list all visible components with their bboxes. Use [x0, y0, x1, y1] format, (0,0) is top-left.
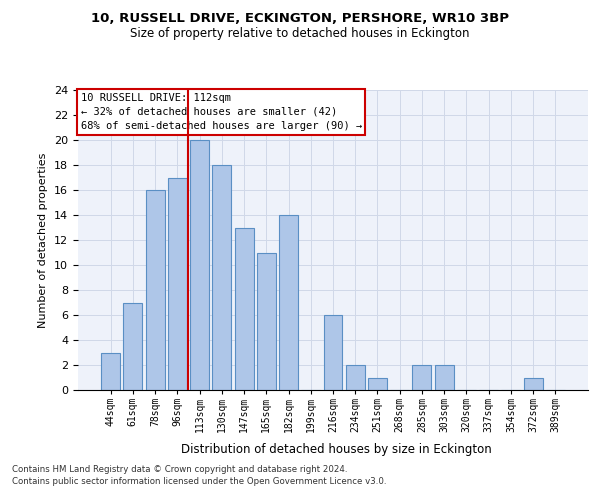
Bar	[235, 228, 254, 390]
Bar	[212, 165, 231, 390]
Text: 10 RUSSELL DRIVE: 112sqm
← 32% of detached houses are smaller (42)
68% of semi-d: 10 RUSSELL DRIVE: 112sqm ← 32% of detach…	[80, 93, 362, 131]
Text: Contains HM Land Registry data © Crown copyright and database right 2024.: Contains HM Land Registry data © Crown c…	[12, 466, 347, 474]
Text: 10, RUSSELL DRIVE, ECKINGTON, PERSHORE, WR10 3BP: 10, RUSSELL DRIVE, ECKINGTON, PERSHORE, …	[91, 12, 509, 26]
Bar	[368, 378, 387, 390]
Text: Distribution of detached houses by size in Eckington: Distribution of detached houses by size …	[181, 442, 491, 456]
Bar	[190, 140, 209, 390]
Bar	[168, 178, 187, 390]
Bar	[435, 365, 454, 390]
Bar	[346, 365, 365, 390]
Text: Size of property relative to detached houses in Eckington: Size of property relative to detached ho…	[130, 28, 470, 40]
Y-axis label: Number of detached properties: Number of detached properties	[38, 152, 49, 328]
Bar	[146, 190, 164, 390]
Bar	[323, 315, 343, 390]
Bar	[524, 378, 542, 390]
Bar	[124, 302, 142, 390]
Bar	[257, 252, 276, 390]
Text: Contains public sector information licensed under the Open Government Licence v3: Contains public sector information licen…	[12, 477, 386, 486]
Bar	[412, 365, 431, 390]
Bar	[279, 215, 298, 390]
Bar	[101, 352, 120, 390]
